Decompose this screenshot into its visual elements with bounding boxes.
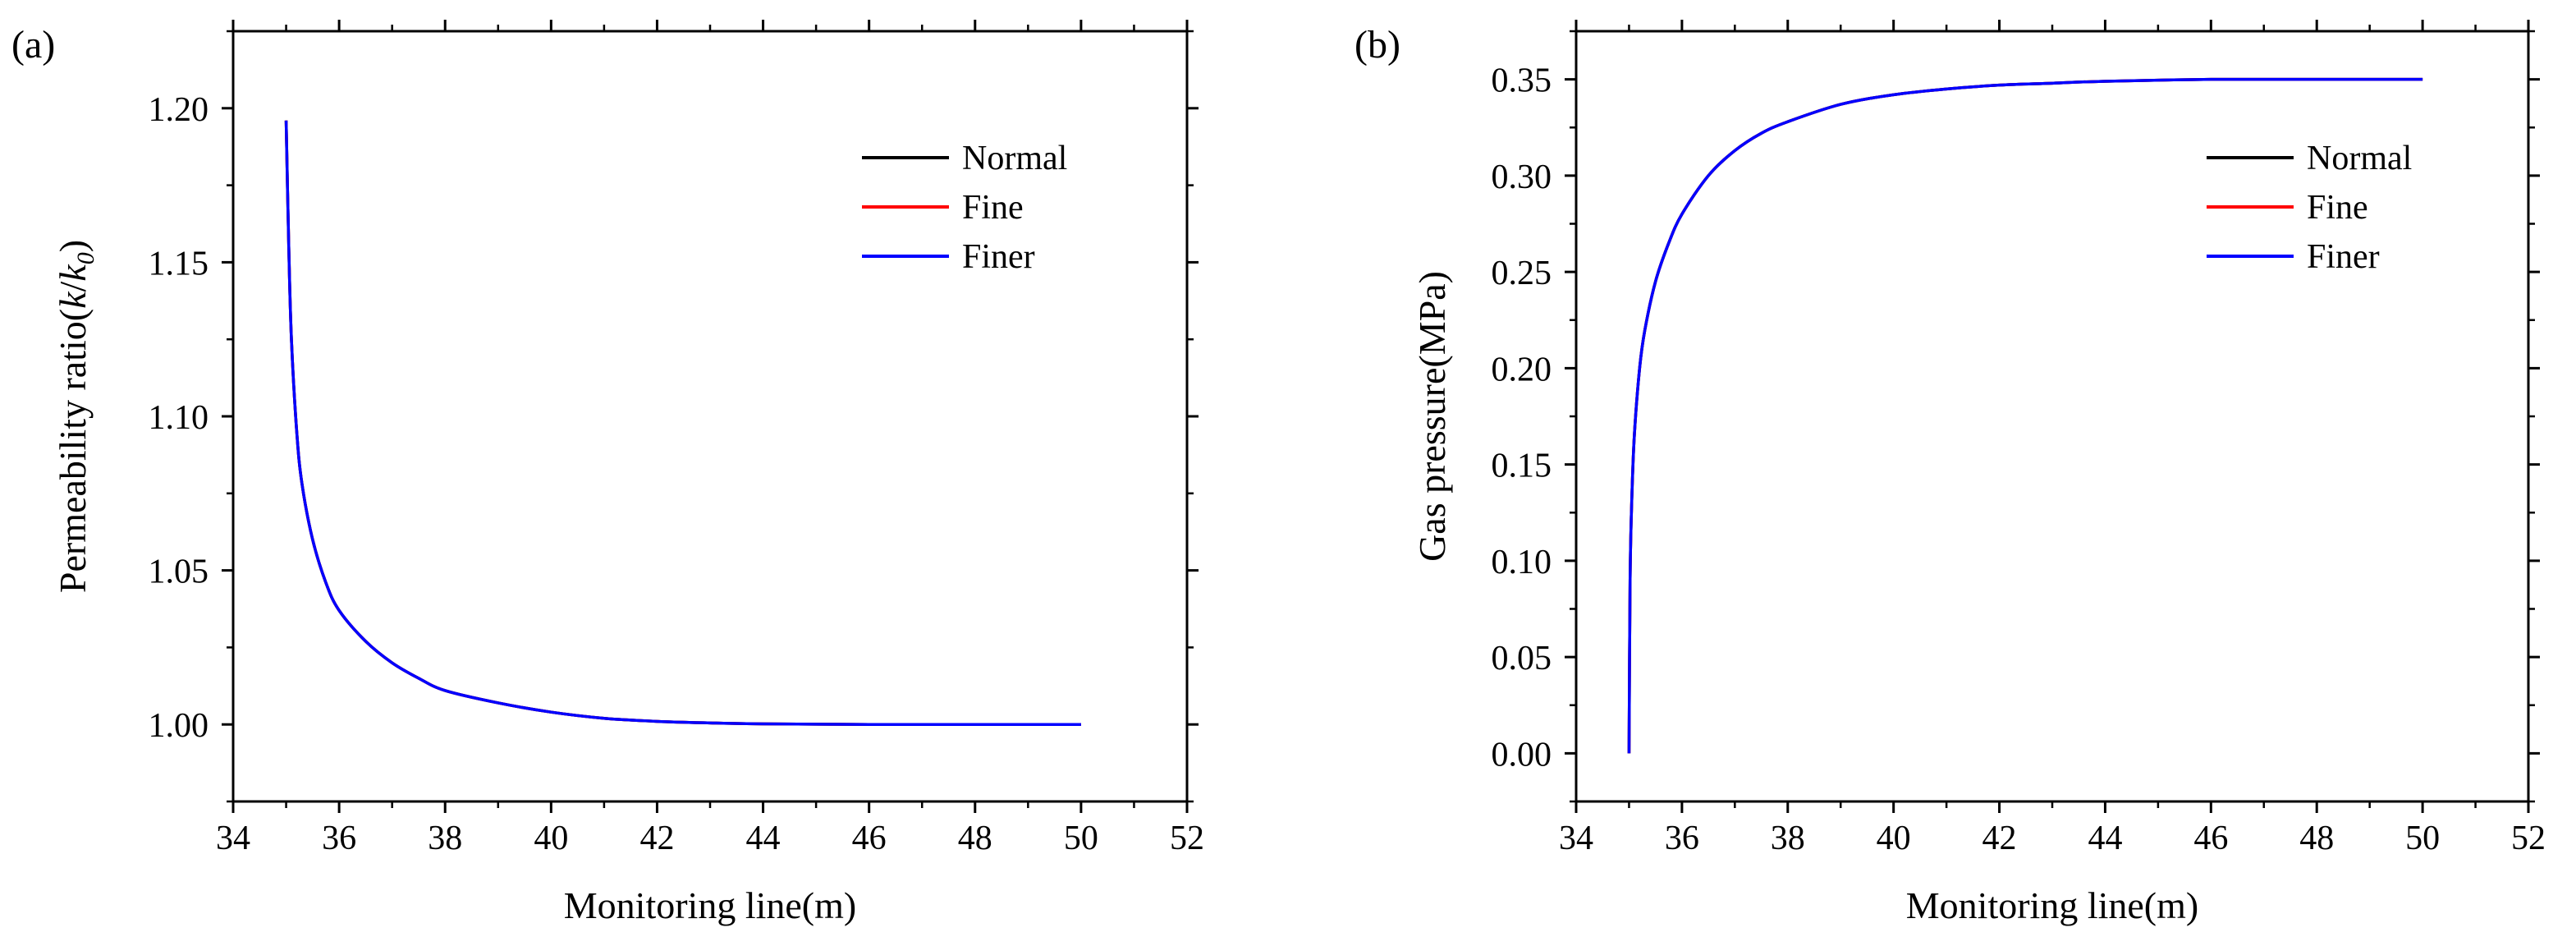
panel-a-x-tick-label: 42 [639,820,674,857]
panel-a-x-tick-label: 44 [746,820,781,857]
panel-b-series [1627,77,2423,754]
panel-a-x-tick-label: 52 [1170,820,1204,857]
panel-b-y-axis-label: Gas pressure(MPa) [1411,271,1453,562]
panel-a-x-tick-label: 34 [216,820,250,857]
panel-b-y-tick-label: 0.00 [1492,736,1552,774]
panel-b-x-tick-label: 50 [2405,820,2440,857]
panel-a-y-axis-label-subscript: 0 [72,252,99,264]
panel-a-y-axis-label: Permeability ratio(k/k0) [52,240,99,593]
panel-a-legend-label-finer: Finer [962,238,1035,276]
panel-b-label: (b) [1354,23,1400,67]
panel-b-y-tick-label: 0.15 [1492,448,1552,485]
panel-a-y-axis-label-k: k [52,291,94,309]
panel-b-y-tick-label: 0.25 [1492,255,1552,292]
panel-a-legend: Normal Fine Finer [862,140,1067,276]
panel-b-y-tick-label: 0.30 [1492,158,1552,196]
panel-b-x-tick-label: 36 [1665,820,1699,857]
panel-a-x-tick-label: 36 [322,820,356,857]
panel-a-y-tick-label: 1.00 [149,707,209,745]
panel-a-y-tick-label: 1.20 [149,91,209,129]
panel-a-legend-label-normal: Normal [962,140,1067,177]
panel-b-series-line-finer [1627,77,2423,754]
panel-a-x-tick-label: 48 [958,820,992,857]
panel-a-series-line-finer [284,120,1081,727]
panel-b-ticks: 34 36 38 40 42 44 46 48 50 52 0.00 0.05 0.10 0.15 0.20… [1492,20,2546,857]
panel-a-y-axis-label-slash: / [52,281,94,292]
panel-b-x-tick-label: 34 [1559,820,1593,857]
panel-a-y-axis-label-k0: k [52,264,94,282]
panel-b-x-axis-label: Monitoring line(m) [1906,884,2198,926]
panel-b-x-tick-label: 46 [2193,820,2228,857]
panel-a-y-tick-label: 1.10 [149,399,209,437]
panel-b: (b) 34 36 38 40 42 44 46 48 50 52 0.00 0.05 0.10 0.15… [1354,20,2546,926]
panel-a-y-tick-label: 1.15 [149,245,209,282]
panel-b-y-tick-label: 0.10 [1492,544,1552,581]
panel-a-legend-label-fine: Fine [962,189,1024,227]
panel-b-legend: Normal Fine Finer [2207,140,2412,276]
panel-b-x-tick-label: 40 [1877,820,1911,857]
panel-a-x-tick-label: 40 [534,820,568,857]
panel-a-series [284,120,1081,727]
panel-b-x-tick-label: 52 [2511,820,2546,857]
panel-b-series-line-normal [1627,77,2423,754]
panel-b-legend-label-finer: Finer [2307,238,2380,276]
panel-b-series-line-fine [1627,77,2423,754]
panel-b-legend-label-normal: Normal [2307,140,2412,177]
panel-a: (a) 34 36 38 40 42 44 46 48 50 52 1.00 1.05 1.10 1.15… [11,20,1204,926]
panel-b-y-tick-label: 0.35 [1492,62,1552,100]
panel-b-legend-label-fine: Fine [2307,189,2368,227]
panel-a-x-axis-label: Monitoring line(m) [564,884,856,926]
panel-b-y-tick-label: 0.20 [1492,351,1552,388]
panel-a-x-tick-label: 50 [1064,820,1098,857]
panel-a-x-tick-label: 38 [428,820,462,857]
panel-b-x-tick-label: 44 [2088,820,2122,857]
panel-a-y-tick-label: 1.05 [149,553,209,591]
panel-b-x-tick-label: 38 [1771,820,1805,857]
panel-a-y-axis-label-prefix: Permeability ratio( [52,309,94,593]
panel-a-y-axis-label-suffix: ) [52,240,94,252]
panel-a-x-tick-label: 46 [852,820,887,857]
panel-a-label: (a) [11,23,55,67]
panel-b-x-tick-label: 42 [1982,820,2017,857]
panel-b-x-tick-label: 48 [2299,820,2334,857]
panel-a-ticks: 34 36 38 40 42 44 46 48 50 52 1.00 1.05 1.10 1.15 1.20 [149,20,1204,857]
panel-b-y-tick-label: 0.05 [1492,640,1552,677]
